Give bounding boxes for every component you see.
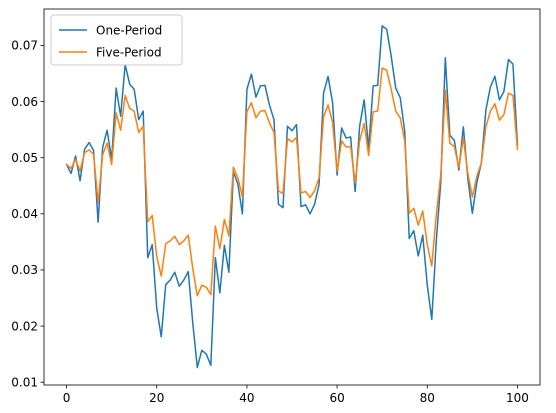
y-tick-label: 0.03 <box>11 263 38 277</box>
x-tick-label: 20 <box>149 391 164 405</box>
y-tick-label: 0.02 <box>11 319 38 333</box>
x-tick-label: 80 <box>420 391 435 405</box>
series-layer <box>65 25 519 369</box>
legend-label: One-Period <box>96 23 162 37</box>
y-tick-label: 0.06 <box>11 95 38 109</box>
legend-label: Five-Period <box>96 45 162 59</box>
x-tick-label: 60 <box>329 391 344 405</box>
x-tick-label: 40 <box>239 391 254 405</box>
y-axis: 0.01 0.02 0.03 0.04 0.05 0.06 0.07 <box>11 39 44 389</box>
legend: One-Period Five-Period <box>50 14 183 66</box>
y-tick-label: 0.01 <box>11 375 38 389</box>
x-tick-label: 0 <box>63 391 71 405</box>
legend-items: One-Period Five-Period <box>59 23 162 59</box>
series-line-five-period <box>65 67 519 297</box>
plot-area: 0 20 40 60 80 100 0.010.020.030.040.050.060.0… <box>11 8 541 405</box>
y-tick-label: 0.05 <box>11 151 38 165</box>
axes-frame <box>43 8 541 386</box>
y-tick-label: 0.04 <box>11 207 38 221</box>
x-axis: 0 20 40 60 80 100 <box>63 385 529 405</box>
y-tick-label: 0.07 <box>11 39 38 53</box>
x-tick-label: 100 <box>506 391 529 405</box>
